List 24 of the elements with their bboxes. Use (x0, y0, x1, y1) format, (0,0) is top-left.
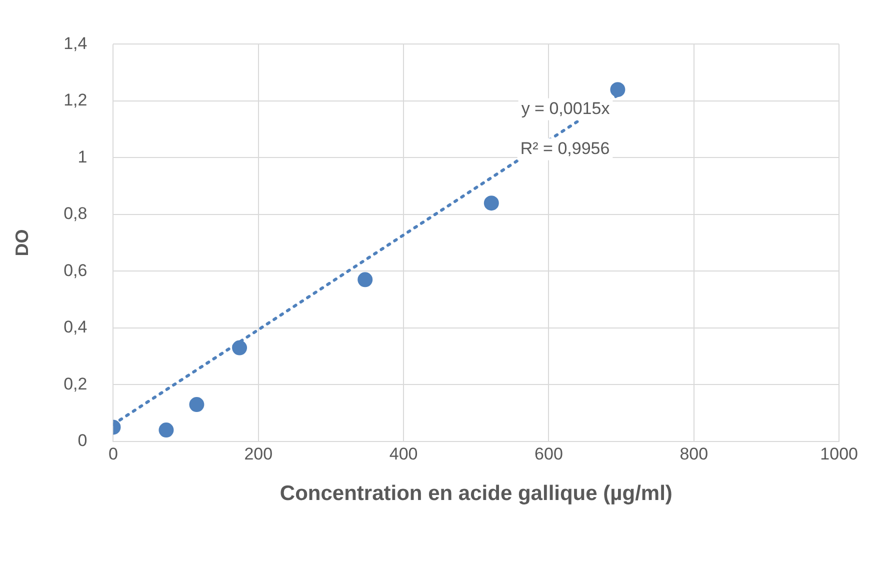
y-axis-title: DO (12, 229, 32, 256)
annotation: y = 0,0015x (521, 98, 610, 118)
point (189, 397, 204, 412)
point (484, 196, 499, 211)
point (358, 272, 373, 288)
x-tick-label: 800 (680, 444, 708, 464)
annotation: R² = 0,9956 (520, 138, 610, 158)
y-tick-label: 0,8 (64, 204, 88, 224)
y-tick-label: 0,2 (64, 374, 88, 394)
x-tick-label: 600 (534, 444, 563, 464)
x-tick-label: 1000 (820, 444, 858, 464)
point (158, 422, 174, 438)
x-tick-label: 200 (244, 444, 273, 464)
x-tick-label: 400 (389, 444, 418, 464)
point (610, 82, 626, 98)
y-tick-label: 0,6 (64, 260, 88, 280)
y-tick-label: 0,4 (64, 318, 88, 337)
y-tick-label: 1,4 (64, 34, 88, 53)
x-tick-label: 0 (108, 444, 118, 464)
y-tick-label: 0 (78, 431, 88, 450)
x-axis-title: Concentration en acide gallique (µg/ml) (280, 482, 672, 506)
y-tick-label: 1 (78, 147, 88, 166)
y-tick-label: 1,2 (64, 90, 88, 110)
point (232, 340, 248, 356)
